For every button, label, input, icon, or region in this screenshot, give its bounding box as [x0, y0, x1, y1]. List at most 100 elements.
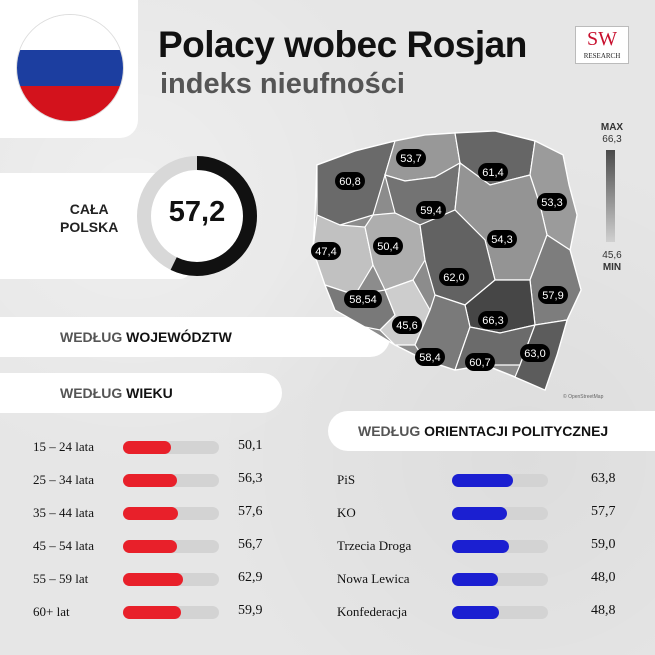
bar	[123, 606, 181, 619]
region-value-label: 60,7	[469, 357, 490, 369]
region-value-label: 61,4	[482, 167, 503, 179]
region-label-bg	[439, 268, 469, 286]
region-label-bg	[520, 344, 550, 362]
region-label-bg	[311, 242, 341, 260]
bar	[123, 540, 178, 553]
bar-value-label: 63,8	[591, 471, 616, 486]
section-bold: WIEKU	[126, 385, 173, 401]
region-label-bg	[537, 193, 567, 211]
bar-value-label: 56,7	[238, 537, 263, 552]
bar-track	[452, 474, 548, 487]
region-label-bg	[478, 311, 508, 329]
region-value-label: 62,0	[443, 272, 464, 284]
flag-card	[0, 0, 138, 138]
legend-gradient	[606, 150, 615, 242]
section-label-voivodeships: WEDŁUG WOJEWÓDZTW	[0, 317, 390, 357]
bar-value-label: 56,3	[238, 471, 263, 486]
bar	[123, 441, 172, 454]
region-value-label: 53,3	[541, 197, 562, 209]
bar-value-label: 59,9	[238, 603, 263, 618]
bar-value-label: 62,9	[238, 570, 263, 585]
region-value-label: 63,0	[524, 348, 545, 360]
region-label-bg	[487, 230, 517, 248]
flag-stripe-blue	[17, 50, 123, 86]
national-label: CAŁA POLSKA	[60, 200, 118, 236]
logo-sw-text: SW	[587, 28, 617, 50]
bar	[452, 606, 499, 619]
region-value-label: 59,4	[420, 205, 441, 217]
bar-track	[123, 441, 219, 454]
bar-value-label: 48,0	[591, 570, 616, 585]
bar-track	[123, 474, 219, 487]
sw-research-logo: SW RESEARCH	[575, 26, 629, 64]
bar-track	[452, 573, 548, 586]
bar-label: Trzecia Droga	[337, 538, 412, 553]
legend-min-label: MIN	[603, 262, 621, 273]
gauge-center	[144, 163, 250, 269]
bar-label: 45 – 54 lata	[33, 538, 95, 553]
bar	[123, 507, 179, 520]
region-label-bg	[373, 237, 403, 255]
region-value-label: 53,7	[400, 153, 421, 165]
bar-track	[452, 606, 548, 619]
voivodeship-map: 60,8 53,7 61,4 53,3 59,4 47,4 50,4 54,3 62,0 58,5…	[311, 122, 624, 400]
map-labels: 60,8 53,7 61,4 53,3 59,4 47,4 50,4 54,3 62,0 58,5…	[311, 149, 568, 371]
gauge-fill	[137, 156, 257, 276]
bar-value-label: 50,1	[238, 438, 263, 453]
region-value-label: 60,8	[339, 176, 360, 188]
bar-label: 15 – 24 lata	[33, 439, 95, 454]
bar-label: KO	[337, 505, 356, 520]
flag-stripe-white	[17, 15, 123, 51]
region-label-bg	[392, 316, 422, 334]
region-label-bg	[344, 290, 382, 308]
region-value-label: 54,3	[491, 234, 512, 246]
region-label-bg	[416, 201, 446, 219]
bar-track	[452, 507, 548, 520]
bar	[123, 474, 178, 487]
section-prefix: WEDŁUG	[358, 423, 421, 439]
russia-flag-icon	[17, 15, 123, 121]
bar-track	[123, 507, 219, 520]
bar	[452, 540, 509, 553]
section-bold: WOJEWÓDZTW	[126, 329, 232, 345]
logo-research-text: RESEARCH	[583, 52, 621, 60]
section-bold: ORIENTACJI POLITYCZNEJ	[424, 423, 609, 439]
legend-min-value: 45,6	[602, 250, 622, 261]
region-value-label: 57,9	[542, 290, 563, 302]
bar-value-label: 59,0	[591, 537, 616, 552]
bar-value-label: 57,6	[238, 504, 263, 519]
region-label-bg	[415, 348, 445, 366]
bar	[452, 474, 514, 487]
bar	[123, 573, 184, 586]
national-label-line1: CAŁA	[69, 201, 109, 217]
map-credit: © OpenStreetMap	[563, 393, 604, 400]
region-label-bg	[396, 149, 426, 167]
region-label-bg	[335, 172, 365, 190]
flag-stripe-red	[17, 85, 123, 121]
national-label-line2: POLSKA	[60, 219, 119, 235]
bar-label: 35 – 44 lata	[33, 505, 95, 520]
region-value-label: 47,4	[315, 246, 336, 258]
legend-max-label: MAX	[601, 122, 624, 133]
region-value-label: 50,4	[377, 241, 398, 253]
bar-track	[123, 540, 219, 553]
bar-value-label: 48,8	[591, 603, 616, 618]
bar-label: 60+ lat	[33, 604, 70, 619]
region-value-label: 58,4	[419, 352, 440, 364]
region-label-bg	[465, 353, 495, 371]
bar-value-label: 57,7	[591, 504, 616, 519]
bar-track	[452, 540, 548, 553]
bar-track	[123, 606, 219, 619]
page-title: Polacy wobec Rosjan	[158, 24, 527, 65]
section-prefix: WEDŁUG	[60, 329, 123, 345]
bar-label: PiS	[337, 472, 356, 487]
section-label-politics: WEDŁUG ORIENTACJI POLITYCZNEJ	[328, 411, 655, 451]
section-prefix: WEDŁUG	[60, 385, 123, 401]
region-value-label: 66,3	[482, 315, 503, 327]
national-gauge	[137, 156, 257, 276]
bar	[452, 573, 499, 586]
bar	[452, 507, 508, 520]
region-value-label: 58,54	[349, 294, 377, 306]
section-label-age: WEDŁUG WIEKU	[0, 373, 282, 413]
legend-max-value: 66,3	[602, 134, 622, 145]
